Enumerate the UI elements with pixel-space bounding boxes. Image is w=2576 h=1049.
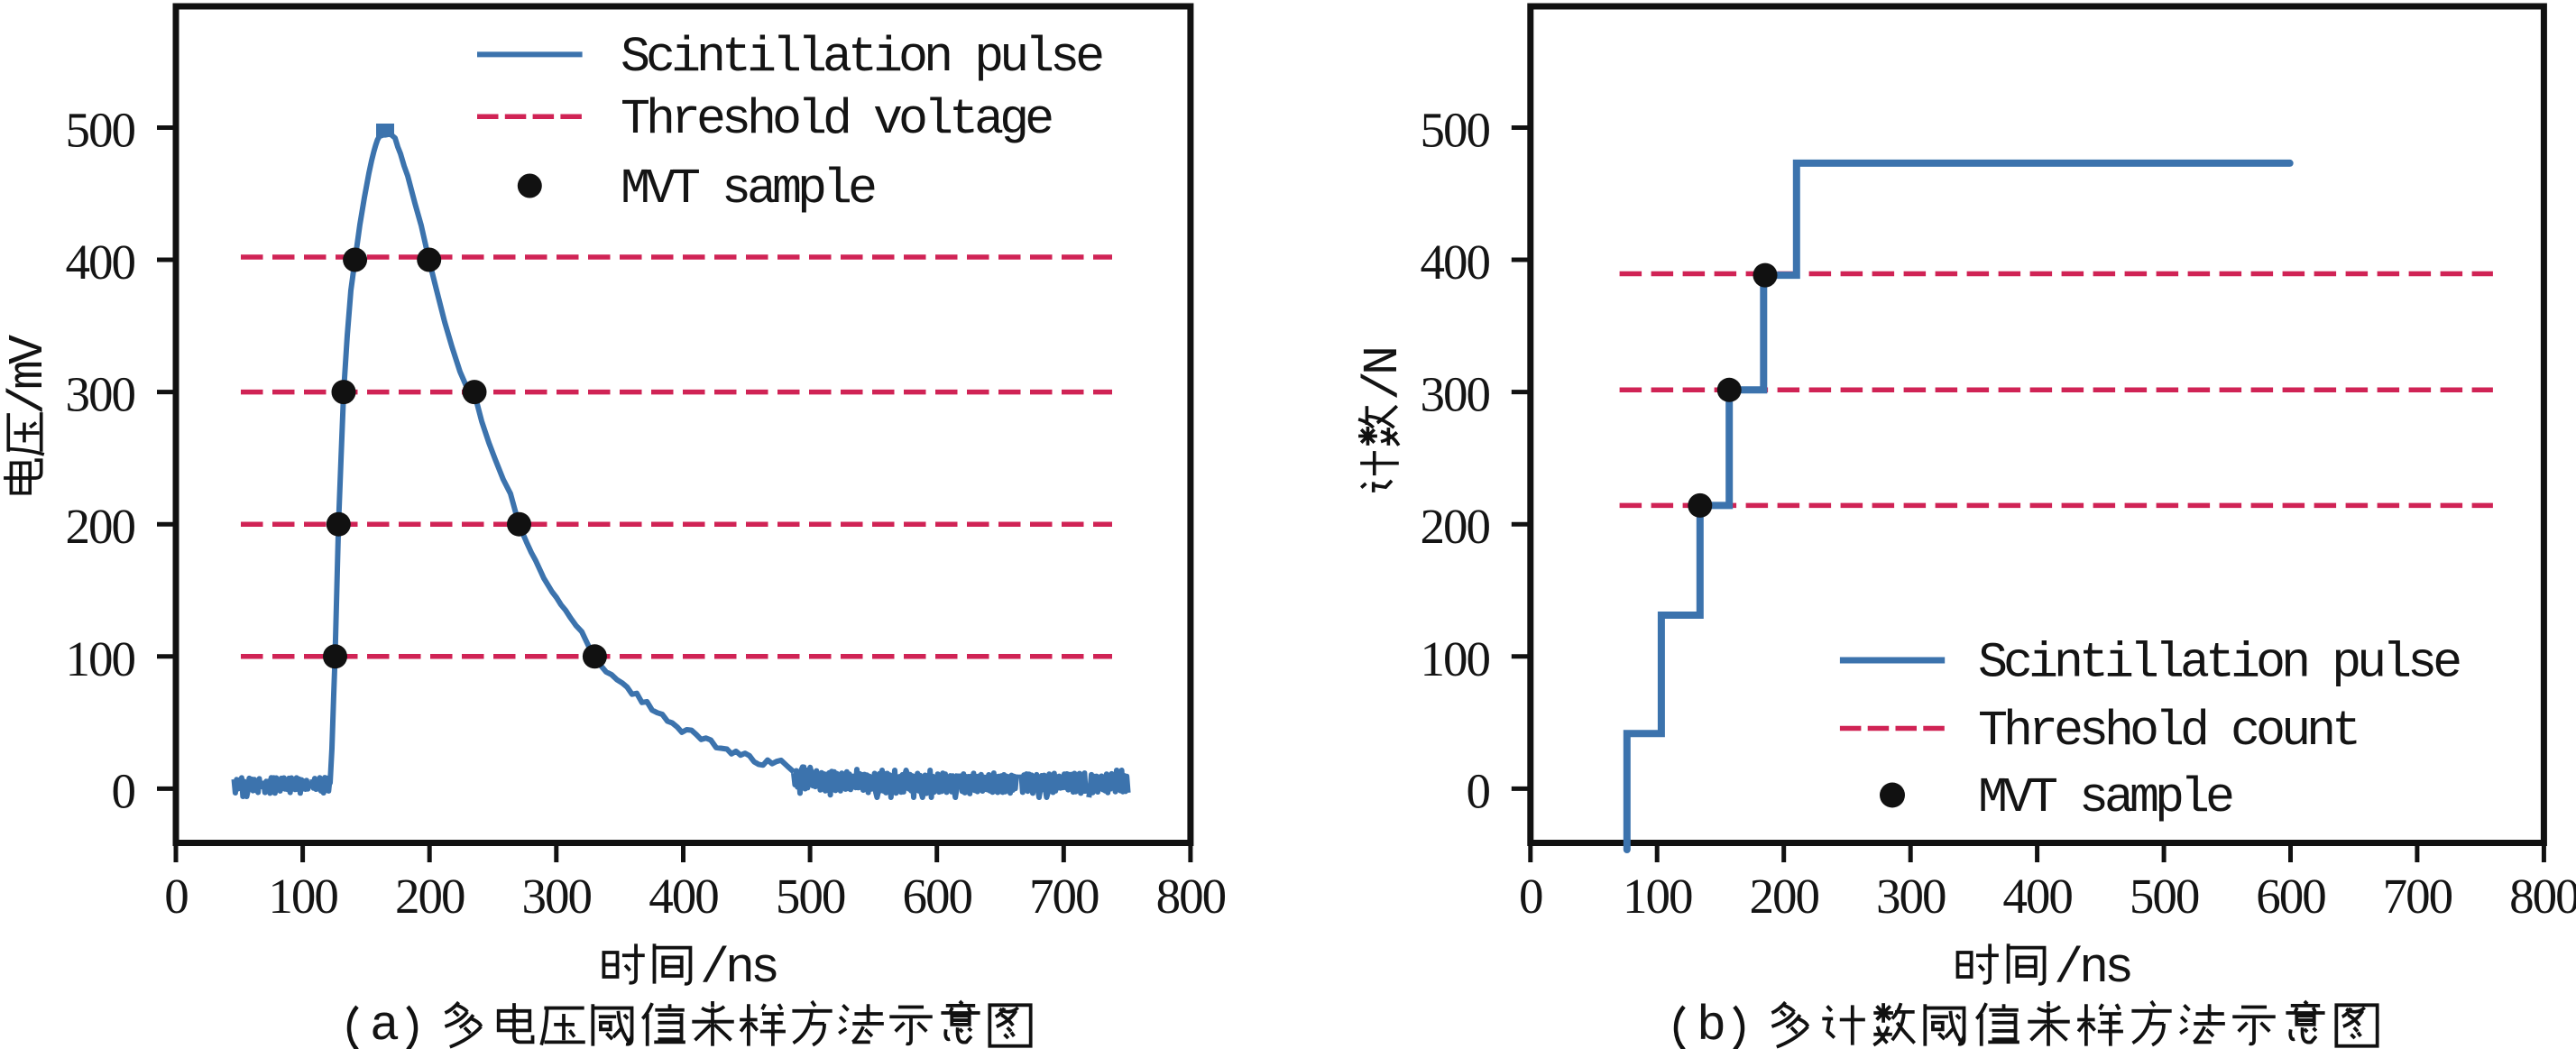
svg-text:600: 600 [2256, 869, 2325, 924]
svg-text:700: 700 [2383, 869, 2452, 924]
svg-text:200: 200 [1421, 499, 1490, 554]
svg-text:100: 100 [1623, 869, 1692, 924]
svg-text:100: 100 [66, 631, 135, 686]
svg-text:0: 0 [164, 869, 188, 924]
svg-text:500: 500 [776, 869, 845, 924]
svg-text:/mV: /mV [0, 335, 57, 415]
svg-text:200: 200 [66, 499, 135, 554]
svg-text:300: 300 [1421, 367, 1490, 422]
svg-text:400: 400 [2002, 869, 2072, 924]
svg-text:200: 200 [395, 869, 465, 924]
svg-text:a: a [370, 998, 399, 1049]
svg-text:700: 700 [1029, 869, 1099, 924]
svg-text:0: 0 [1467, 763, 1490, 818]
svg-text:400: 400 [1421, 235, 1490, 290]
svg-text:300: 300 [1876, 869, 1946, 924]
svg-text:/ns: /ns [700, 940, 777, 997]
svg-text:Scintillation pulse: Scintillation pulse [621, 29, 1102, 86]
svg-text:0: 0 [1519, 869, 1542, 924]
svg-text:Scintillation pulse: Scintillation pulse [1978, 635, 2460, 692]
svg-text:800: 800 [2509, 869, 2576, 924]
svg-text:0: 0 [112, 763, 135, 818]
svg-text:200: 200 [1749, 869, 1818, 924]
svg-text:b: b [1697, 998, 1724, 1049]
svg-text:Threshold count: Threshold count [1978, 703, 2357, 759]
svg-text:300: 300 [522, 869, 592, 924]
svg-text:100: 100 [268, 869, 337, 924]
svg-text:MVT sample: MVT sample [621, 161, 875, 217]
svg-text:500: 500 [1421, 103, 1490, 158]
svg-text:MVT sample: MVT sample [1978, 769, 2232, 826]
svg-text:/N: /N [1355, 349, 1412, 400]
svg-text:600: 600 [902, 869, 971, 924]
svg-text:500: 500 [2130, 869, 2199, 924]
svg-text:100: 100 [1421, 631, 1490, 686]
svg-text:400: 400 [649, 869, 718, 924]
svg-text:800: 800 [1156, 869, 1226, 924]
svg-text:400: 400 [66, 235, 135, 290]
svg-text:500: 500 [66, 103, 135, 158]
svg-text:Threshold voltage: Threshold voltage [621, 91, 1052, 148]
svg-text:/ns: /ns [2054, 940, 2130, 997]
svg-text:300: 300 [66, 367, 135, 422]
